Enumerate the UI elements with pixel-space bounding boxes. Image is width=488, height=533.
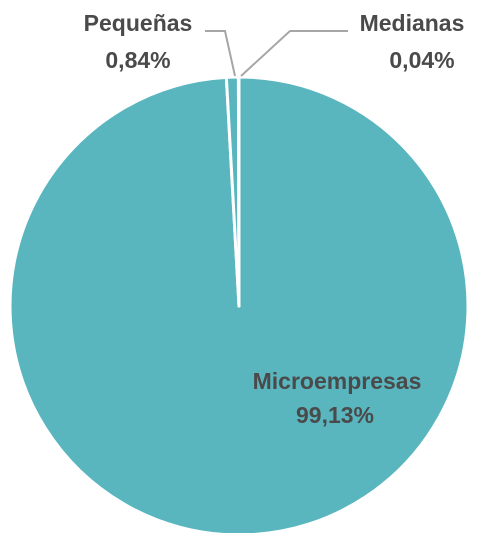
pie-slice-medianas [236,75,241,308]
slice-name-microempresas: Microempresas [253,368,422,394]
slice-value-medianas: 0,04% [389,47,454,73]
leader-lines [205,30,348,77]
slice-label-medianas: Medianas 0,04% [360,10,465,73]
leader-line-pequenas [205,30,236,77]
pie-slices [8,75,470,533]
slice-value-pequenas: 0,84% [105,47,170,73]
leader-line-medianas [240,30,348,77]
slice-name-pequenas: Pequeñas [84,10,193,36]
slice-label-microempresas: Microempresas 99,13% [253,368,422,428]
slice-label-pequenas: Pequeñas 0,84% [84,10,193,73]
slice-value-microempresas: 99,13% [296,402,374,428]
slice-name-medianas: Medianas [360,10,465,36]
